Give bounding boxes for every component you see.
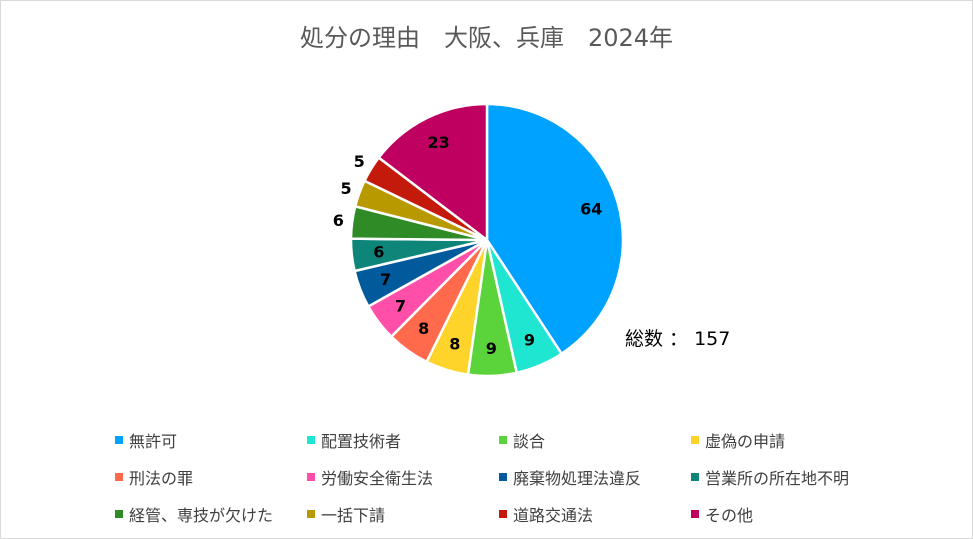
legend-swatch-10 (499, 510, 507, 518)
legend-item-0: 無許可 (115, 429, 177, 451)
pie-data-label-5: 7 (395, 296, 406, 315)
legend-item-3: 虚偽の申請 (691, 429, 785, 451)
legend-swatch-7 (691, 473, 699, 481)
legend-swatch-11 (691, 510, 699, 518)
pie-data-label-8: 6 (333, 211, 344, 230)
pie-data-label-0: 64 (580, 199, 602, 218)
legend-label-3: 虚偽の申請 (705, 432, 786, 451)
pie-data-label-7: 6 (373, 242, 384, 261)
legend-item-7: 営業所の所在地不明 (691, 466, 849, 488)
legend-label-9: 一括下請 (321, 506, 386, 525)
legend-swatch-2 (499, 436, 507, 444)
legend-swatch-9 (307, 510, 315, 518)
pie-data-label-3: 8 (449, 334, 460, 353)
legend-item-2: 談合 (499, 429, 545, 451)
legend-swatch-0 (115, 436, 123, 444)
total-count-label: 総数 ： 157 (625, 328, 731, 350)
legend-label-7: 営業所の所在地不明 (705, 469, 850, 488)
legend-item-4: 刑法の罪 (115, 466, 193, 488)
legend-swatch-3 (691, 436, 699, 444)
chart-title: 処分の理由 大阪、兵庫 2024年 (299, 24, 674, 52)
legend-swatch-1 (307, 436, 315, 444)
legend-label-6: 廃棄物処理法違反 (513, 469, 642, 488)
legend-label-4: 刑法の罪 (129, 469, 194, 488)
legend-item-10: 道路交通法 (499, 503, 593, 525)
legend-label-11: その他 (705, 506, 754, 525)
legend-item-8: 経管、専技が欠けた (115, 503, 273, 525)
legend-label-8: 経管、専技が欠けた (129, 506, 274, 525)
legend-label-10: 道路交通法 (513, 506, 594, 525)
legend-item-5: 労働安全衛生法 (307, 466, 433, 488)
legend-item-9: 一括下請 (307, 503, 385, 525)
legend-swatch-8 (115, 510, 123, 518)
legend-swatch-6 (499, 473, 507, 481)
legend-swatch-5 (307, 473, 315, 481)
pie-data-label-11: 23 (428, 133, 450, 152)
legend-item-11: その他 (691, 503, 753, 525)
pie-data-label-9: 5 (341, 179, 352, 198)
pie-data-label-6: 7 (380, 270, 391, 289)
pie-slice-11 (377, 102, 489, 243)
legend-swatch-4 (115, 473, 123, 481)
legend-label-1: 配置技術者 (321, 432, 402, 451)
legend-item-6: 廃棄物処理法違反 (499, 466, 641, 488)
legend-label-2: 談合 (513, 432, 546, 451)
legend-label-0: 無許可 (129, 432, 178, 451)
pie-data-label-4: 8 (418, 319, 429, 338)
pie-data-label-10: 5 (354, 152, 365, 171)
legend-item-1: 配置技術者 (307, 429, 401, 451)
pie-data-label-2: 9 (486, 339, 497, 358)
legend-label-5: 労働安全衛生法 (321, 469, 434, 488)
pie-data-label-1: 9 (524, 331, 535, 350)
